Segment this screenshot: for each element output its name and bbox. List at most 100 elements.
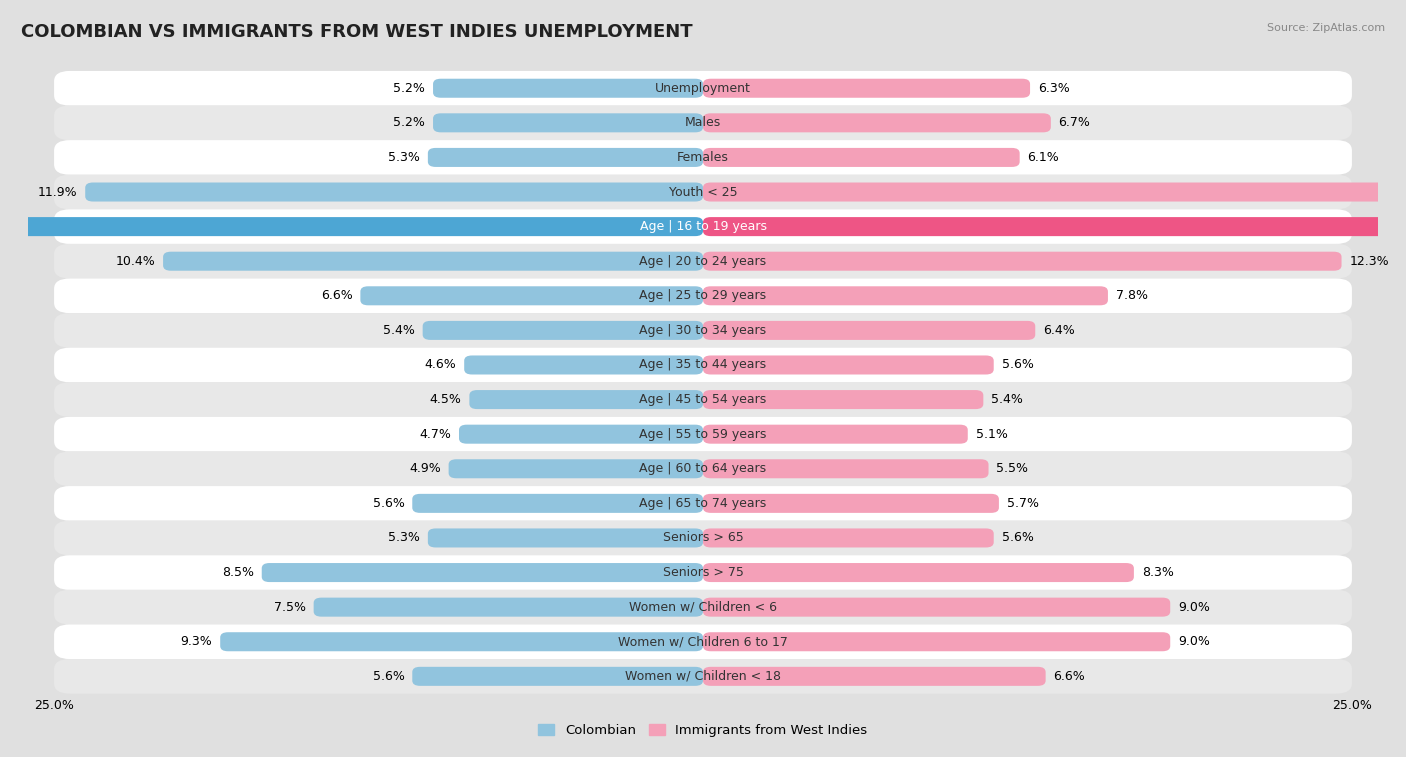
Text: 8.5%: 8.5% <box>222 566 254 579</box>
FancyBboxPatch shape <box>427 528 703 547</box>
FancyBboxPatch shape <box>53 521 1353 555</box>
Text: Age | 55 to 59 years: Age | 55 to 59 years <box>640 428 766 441</box>
FancyBboxPatch shape <box>53 71 1353 105</box>
FancyBboxPatch shape <box>423 321 703 340</box>
FancyBboxPatch shape <box>470 390 703 409</box>
FancyBboxPatch shape <box>53 175 1353 210</box>
Text: 5.7%: 5.7% <box>1007 497 1039 510</box>
Text: 5.5%: 5.5% <box>997 463 1028 475</box>
Text: 9.0%: 9.0% <box>1178 635 1211 648</box>
Text: 4.5%: 4.5% <box>430 393 461 406</box>
FancyBboxPatch shape <box>433 114 703 132</box>
FancyBboxPatch shape <box>703 597 1170 617</box>
Text: Women w/ Children < 18: Women w/ Children < 18 <box>626 670 780 683</box>
Text: 4.7%: 4.7% <box>419 428 451 441</box>
FancyBboxPatch shape <box>703 79 1031 98</box>
FancyBboxPatch shape <box>360 286 703 305</box>
Text: 6.7%: 6.7% <box>1059 117 1091 129</box>
FancyBboxPatch shape <box>53 140 1353 175</box>
Text: 7.8%: 7.8% <box>1116 289 1147 302</box>
Text: Youth < 25: Youth < 25 <box>669 185 737 198</box>
FancyBboxPatch shape <box>53 625 1353 659</box>
Text: 5.2%: 5.2% <box>394 82 425 95</box>
Text: 6.6%: 6.6% <box>321 289 353 302</box>
Text: 6.1%: 6.1% <box>1028 151 1059 164</box>
Text: 7.5%: 7.5% <box>274 600 307 614</box>
FancyBboxPatch shape <box>53 279 1353 313</box>
Text: Age | 60 to 64 years: Age | 60 to 64 years <box>640 463 766 475</box>
FancyBboxPatch shape <box>53 244 1353 279</box>
FancyBboxPatch shape <box>449 459 703 478</box>
Text: Unemployment: Unemployment <box>655 82 751 95</box>
FancyBboxPatch shape <box>703 217 1406 236</box>
FancyBboxPatch shape <box>53 210 1353 244</box>
Text: 11.9%: 11.9% <box>38 185 77 198</box>
FancyBboxPatch shape <box>0 217 703 236</box>
Text: 9.3%: 9.3% <box>180 635 212 648</box>
FancyBboxPatch shape <box>703 425 967 444</box>
FancyBboxPatch shape <box>221 632 703 651</box>
Text: 6.3%: 6.3% <box>1038 82 1070 95</box>
Text: 9.0%: 9.0% <box>1178 600 1211 614</box>
FancyBboxPatch shape <box>703 321 1035 340</box>
FancyBboxPatch shape <box>464 356 703 375</box>
Text: 25.0%: 25.0% <box>34 699 75 712</box>
Text: Age | 45 to 54 years: Age | 45 to 54 years <box>640 393 766 406</box>
Text: Age | 16 to 19 years: Age | 16 to 19 years <box>640 220 766 233</box>
FancyBboxPatch shape <box>53 105 1353 140</box>
FancyBboxPatch shape <box>703 182 1406 201</box>
FancyBboxPatch shape <box>412 494 703 513</box>
Text: Age | 20 to 24 years: Age | 20 to 24 years <box>640 254 766 268</box>
FancyBboxPatch shape <box>262 563 703 582</box>
Text: 5.3%: 5.3% <box>388 151 420 164</box>
Text: 5.4%: 5.4% <box>382 324 415 337</box>
FancyBboxPatch shape <box>703 667 1046 686</box>
FancyBboxPatch shape <box>703 390 983 409</box>
FancyBboxPatch shape <box>314 597 703 617</box>
Text: Males: Males <box>685 117 721 129</box>
FancyBboxPatch shape <box>53 347 1353 382</box>
Text: Seniors > 75: Seniors > 75 <box>662 566 744 579</box>
FancyBboxPatch shape <box>458 425 703 444</box>
FancyBboxPatch shape <box>703 494 998 513</box>
Text: Source: ZipAtlas.com: Source: ZipAtlas.com <box>1267 23 1385 33</box>
Text: 5.2%: 5.2% <box>394 117 425 129</box>
Text: 4.6%: 4.6% <box>425 359 457 372</box>
Legend: Colombian, Immigrants from West Indies: Colombian, Immigrants from West Indies <box>533 719 873 743</box>
Text: COLOMBIAN VS IMMIGRANTS FROM WEST INDIES UNEMPLOYMENT: COLOMBIAN VS IMMIGRANTS FROM WEST INDIES… <box>21 23 693 41</box>
Text: Females: Females <box>678 151 728 164</box>
Text: Age | 35 to 44 years: Age | 35 to 44 years <box>640 359 766 372</box>
Text: 5.1%: 5.1% <box>976 428 1008 441</box>
Text: 5.6%: 5.6% <box>1001 359 1033 372</box>
FancyBboxPatch shape <box>703 251 1341 271</box>
FancyBboxPatch shape <box>412 667 703 686</box>
Text: 10.4%: 10.4% <box>115 254 155 268</box>
FancyBboxPatch shape <box>53 486 1353 521</box>
FancyBboxPatch shape <box>703 528 994 547</box>
FancyBboxPatch shape <box>703 632 1170 651</box>
FancyBboxPatch shape <box>53 451 1353 486</box>
Text: 12.3%: 12.3% <box>1350 254 1389 268</box>
Text: Women w/ Children 6 to 17: Women w/ Children 6 to 17 <box>619 635 787 648</box>
FancyBboxPatch shape <box>86 182 703 201</box>
FancyBboxPatch shape <box>703 356 994 375</box>
Text: 4.9%: 4.9% <box>409 463 441 475</box>
Text: 6.4%: 6.4% <box>1043 324 1074 337</box>
FancyBboxPatch shape <box>53 555 1353 590</box>
FancyBboxPatch shape <box>53 417 1353 451</box>
FancyBboxPatch shape <box>53 590 1353 625</box>
Text: Age | 65 to 74 years: Age | 65 to 74 years <box>640 497 766 510</box>
FancyBboxPatch shape <box>703 114 1050 132</box>
Text: 8.3%: 8.3% <box>1142 566 1174 579</box>
Text: 5.6%: 5.6% <box>373 670 405 683</box>
FancyBboxPatch shape <box>703 459 988 478</box>
FancyBboxPatch shape <box>427 148 703 167</box>
Text: 5.6%: 5.6% <box>373 497 405 510</box>
Text: 25.0%: 25.0% <box>1331 699 1372 712</box>
FancyBboxPatch shape <box>163 251 703 271</box>
FancyBboxPatch shape <box>53 659 1353 693</box>
FancyBboxPatch shape <box>53 382 1353 417</box>
Text: Women w/ Children < 6: Women w/ Children < 6 <box>628 600 778 614</box>
FancyBboxPatch shape <box>703 148 1019 167</box>
Text: Age | 30 to 34 years: Age | 30 to 34 years <box>640 324 766 337</box>
